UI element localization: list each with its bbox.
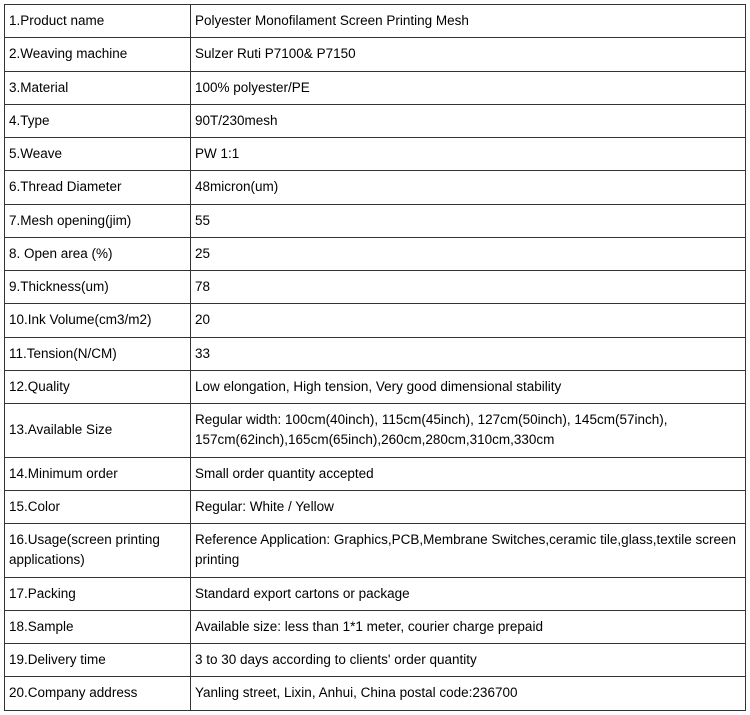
row-label: 16.Usage(screen printing applications) [5,524,191,578]
row-value: 100% polyester/PE [191,71,746,104]
row-value: Available size: less than 1*1 meter, cou… [191,610,746,643]
table-row: 1.Product namePolyester Monofilament Scr… [5,5,746,38]
row-label: 14.Minimum order [5,457,191,490]
row-value: 25 [191,237,746,270]
table-row: 19.Delivery time3 to 30 days according t… [5,644,746,677]
table-row: 10.Ink Volume(cm3/m2)20 [5,304,746,337]
row-label: 2.Weaving machine [5,38,191,71]
table-row: 4.Type90T/230mesh [5,104,746,137]
table-row: 8. Open area (%)25 [5,237,746,270]
row-label: 17.Packing [5,577,191,610]
row-label: 4.Type [5,104,191,137]
row-value: Yanling street, Lixin, Anhui, China post… [191,677,746,710]
row-value: 20 [191,304,746,337]
table-row: 9.Thickness(um)78 [5,271,746,304]
row-label: 8. Open area (%) [5,237,191,270]
row-value: PW 1:1 [191,138,746,171]
row-label: 10.Ink Volume(cm3/m2) [5,304,191,337]
row-label: 1.Product name [5,5,191,38]
table-row: 20.Company addressYanling street, Lixin,… [5,677,746,710]
row-value: Standard export cartons or package [191,577,746,610]
table-row: 18.SampleAvailable size: less than 1*1 m… [5,610,746,643]
row-value: Regular: White / Yellow [191,490,746,523]
row-value: 78 [191,271,746,304]
row-value: 3 to 30 days according to clients' order… [191,644,746,677]
table-body: 1.Product namePolyester Monofilament Scr… [5,5,746,711]
row-label: 7.Mesh opening(jim) [5,204,191,237]
row-label: 6.Thread Diameter [5,171,191,204]
row-label: 9.Thickness(um) [5,271,191,304]
row-label: 20.Company address [5,677,191,710]
row-label: 11.Tension(N/CM) [5,337,191,370]
table-row: 3.Material100% polyester/PE [5,71,746,104]
table-row: 14.Minimum orderSmall order quantity acc… [5,457,746,490]
table-row: 13.Available SizeRegular width: 100cm(40… [5,404,746,458]
table-row: 12.QualityLow elongation, High tension, … [5,370,746,403]
row-value: Polyester Monofilament Screen Printing M… [191,5,746,38]
table-row: 11.Tension(N/CM)33 [5,337,746,370]
row-label: 15.Color [5,490,191,523]
table-row: 15.ColorRegular: White / Yellow [5,490,746,523]
row-label: 12.Quality [5,370,191,403]
row-label: 5.Weave [5,138,191,171]
row-label: 19.Delivery time [5,644,191,677]
table-row: 6.Thread Diameter48micron(um) [5,171,746,204]
row-label: 13.Available Size [5,404,191,458]
table-row: 7.Mesh opening(jim)55 [5,204,746,237]
row-value: Regular width: 100cm(40inch), 115cm(45in… [191,404,746,458]
row-value: 55 [191,204,746,237]
row-value: 90T/230mesh [191,104,746,137]
row-label: 3.Material [5,71,191,104]
table-row: 17.PackingStandard export cartons or pac… [5,577,746,610]
specification-table: 1.Product namePolyester Monofilament Scr… [4,4,746,711]
row-value: Reference Application: Graphics,PCB,Memb… [191,524,746,578]
row-value: Sulzer Ruti P7100& P7150 [191,38,746,71]
row-label: 18.Sample [5,610,191,643]
table-row: 5.WeavePW 1:1 [5,138,746,171]
row-value: Small order quantity accepted [191,457,746,490]
row-value: 48micron(um) [191,171,746,204]
table-row: 2.Weaving machineSulzer Ruti P7100& P715… [5,38,746,71]
table-row: 16.Usage(screen printing applications)Re… [5,524,746,578]
row-value: 33 [191,337,746,370]
row-value: Low elongation, High tension, Very good … [191,370,746,403]
